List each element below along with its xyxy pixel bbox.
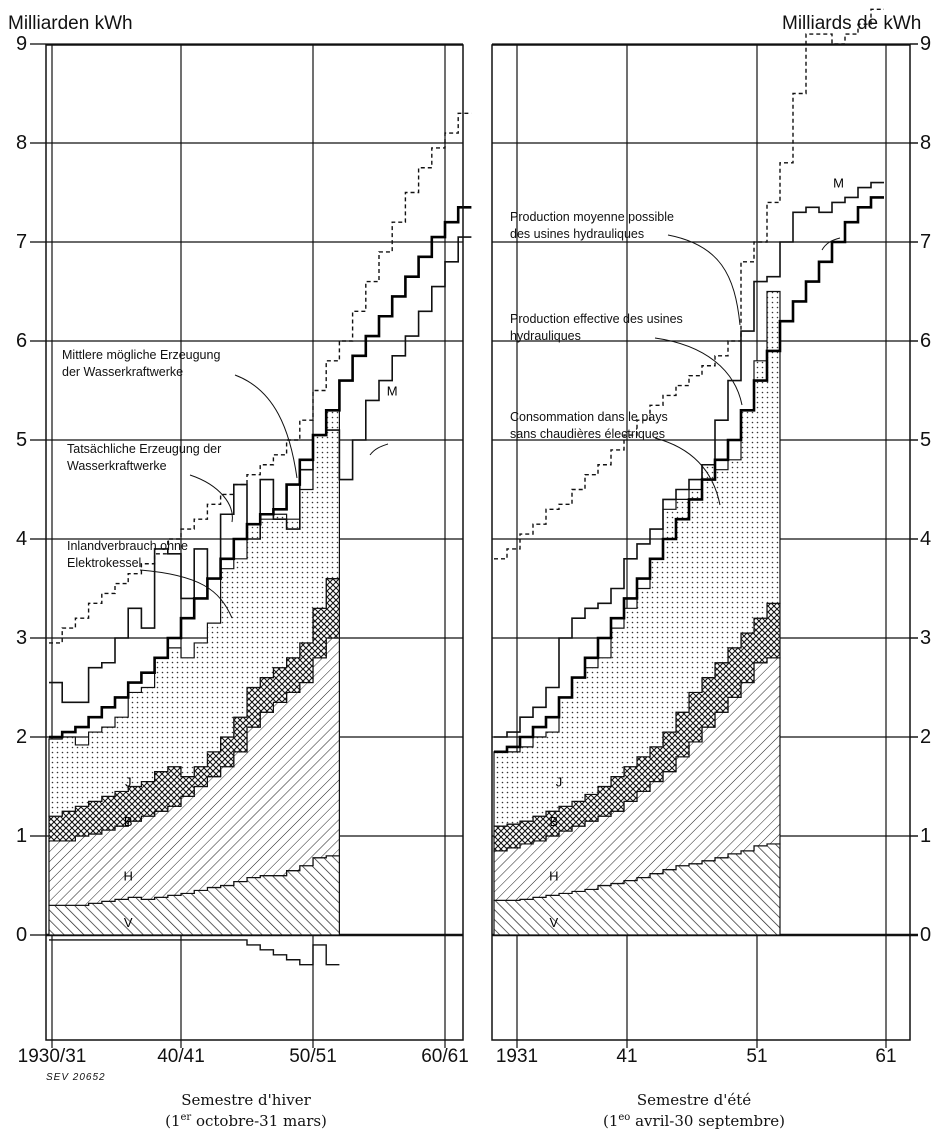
summer-line-M — [494, 181, 884, 738]
winter-x-tick-2: 50/51 — [289, 1046, 337, 1067]
leader-mittlere — [234, 374, 298, 479]
summer-label-M: M — [833, 176, 844, 191]
summer-x-tick-0: 1931 — [495, 1046, 539, 1067]
y-tick-left-7: 7 — [16, 231, 28, 253]
figure-code: SEV 20652 — [46, 1072, 106, 1083]
winter-line-actual-production — [49, 206, 472, 739]
summer-label-V: V — [549, 915, 558, 930]
winter-label-M: M — [387, 384, 398, 399]
annotation-summer-moyenne: Production moyenne possible des usines hy… — [510, 210, 674, 241]
y-tick-right-7: 7 — [920, 231, 932, 253]
y-tick-left-1: 1 — [16, 825, 28, 847]
winter-line-electric-boiler — [49, 939, 340, 966]
summer-area-J — [493, 290, 781, 827]
leader-effective — [654, 337, 743, 406]
leader-M-summer — [821, 237, 841, 251]
winter-frame — [45, 44, 464, 1041]
annotation-winter-mittlere: Mittlere mögliche Erzeugung der Wasserkra… — [62, 348, 221, 379]
summer-line-actual-production — [494, 196, 884, 754]
y-tick-right-4: 4 — [920, 528, 932, 550]
annotation-summer-effective: Production effective des usines hydrauliq… — [510, 312, 683, 343]
winter-area-J — [48, 409, 340, 817]
winter-label-J: J — [125, 775, 132, 790]
leader-tatsaechliche — [189, 474, 233, 523]
y-tick-left-5: 5 — [16, 429, 28, 451]
summer-x-tick-1: 41 — [616, 1046, 638, 1067]
y-tick-left-6: 6 — [16, 330, 28, 352]
y-tick-left-3: 3 — [16, 627, 28, 649]
summer-label-J: J — [556, 775, 563, 790]
winter-caption: Semestre d'hiver (1er octobre-31 mars) — [165, 1092, 327, 1130]
y-tick-left-0: 0 — [16, 924, 28, 946]
winter-label-B: B — [124, 814, 133, 829]
y-tick-right-2: 2 — [920, 726, 932, 748]
winter-line-average-possible — [49, 112, 472, 644]
winter-caption-title: Semestre d'hiver — [181, 1091, 311, 1109]
annotation-winter-inland: Inlandverbrauch ohne Elektrokessel — [67, 539, 188, 570]
y-tick-right-1: 1 — [920, 825, 932, 847]
winter-x-tick-1: 40/41 — [157, 1046, 205, 1067]
winter-label-V: V — [124, 915, 133, 930]
winter-x-tick-3: 60/61 — [421, 1046, 469, 1067]
leader-moyenne — [667, 234, 741, 326]
winter-x-tick-0: 1930/31 — [17, 1046, 87, 1067]
annotation-summer-conso: Consommation dans le pays sans chaudières… — [510, 410, 668, 441]
summer-line-average-possible — [494, 8, 884, 560]
winter-line-M — [49, 236, 472, 704]
leader-M-winter — [369, 443, 389, 456]
y-tick-left-8: 8 — [16, 132, 28, 154]
winter-label-H: H — [124, 869, 133, 884]
y-tick-left-2: 2 — [16, 726, 28, 748]
y-tick-right-6: 6 — [920, 330, 932, 352]
winter-caption-sub: (1er octobre-31 mars) — [165, 1112, 327, 1130]
y-tick-right-3: 3 — [920, 627, 932, 649]
summer-caption-title: Semestre d'été — [636, 1091, 752, 1109]
y-tick-right-8: 8 — [920, 132, 932, 154]
y-tick-left-4: 4 — [16, 528, 28, 550]
y-tick-right-5: 5 — [920, 429, 932, 451]
summer-caption: Semestre d'été (1eo avril-30 septembre) — [603, 1092, 785, 1130]
leader-inland — [139, 569, 233, 619]
annotation-winter-tatsaechliche: Tatsächliche Erzeugung der Wasserkraftwer… — [67, 442, 222, 473]
summer-label-B: B — [549, 814, 558, 829]
summer-label-H: H — [549, 869, 558, 884]
y-tick-right-9: 9 — [920, 33, 932, 55]
y-tick-left-9: 9 — [16, 33, 28, 55]
summer-x-tick-3: 61 — [875, 1046, 897, 1067]
summer-x-tick-2: 51 — [746, 1046, 768, 1067]
summer-frame — [491, 44, 911, 1041]
right-axis-unit: Milliards de kWh — [782, 13, 922, 34]
left-axis-unit: Milliarden kWh — [8, 13, 133, 34]
summer-caption-sub: (1eo avril-30 septembre) — [602, 1112, 786, 1130]
leader-conso — [654, 437, 721, 506]
y-tick-right-0: 0 — [920, 924, 932, 946]
